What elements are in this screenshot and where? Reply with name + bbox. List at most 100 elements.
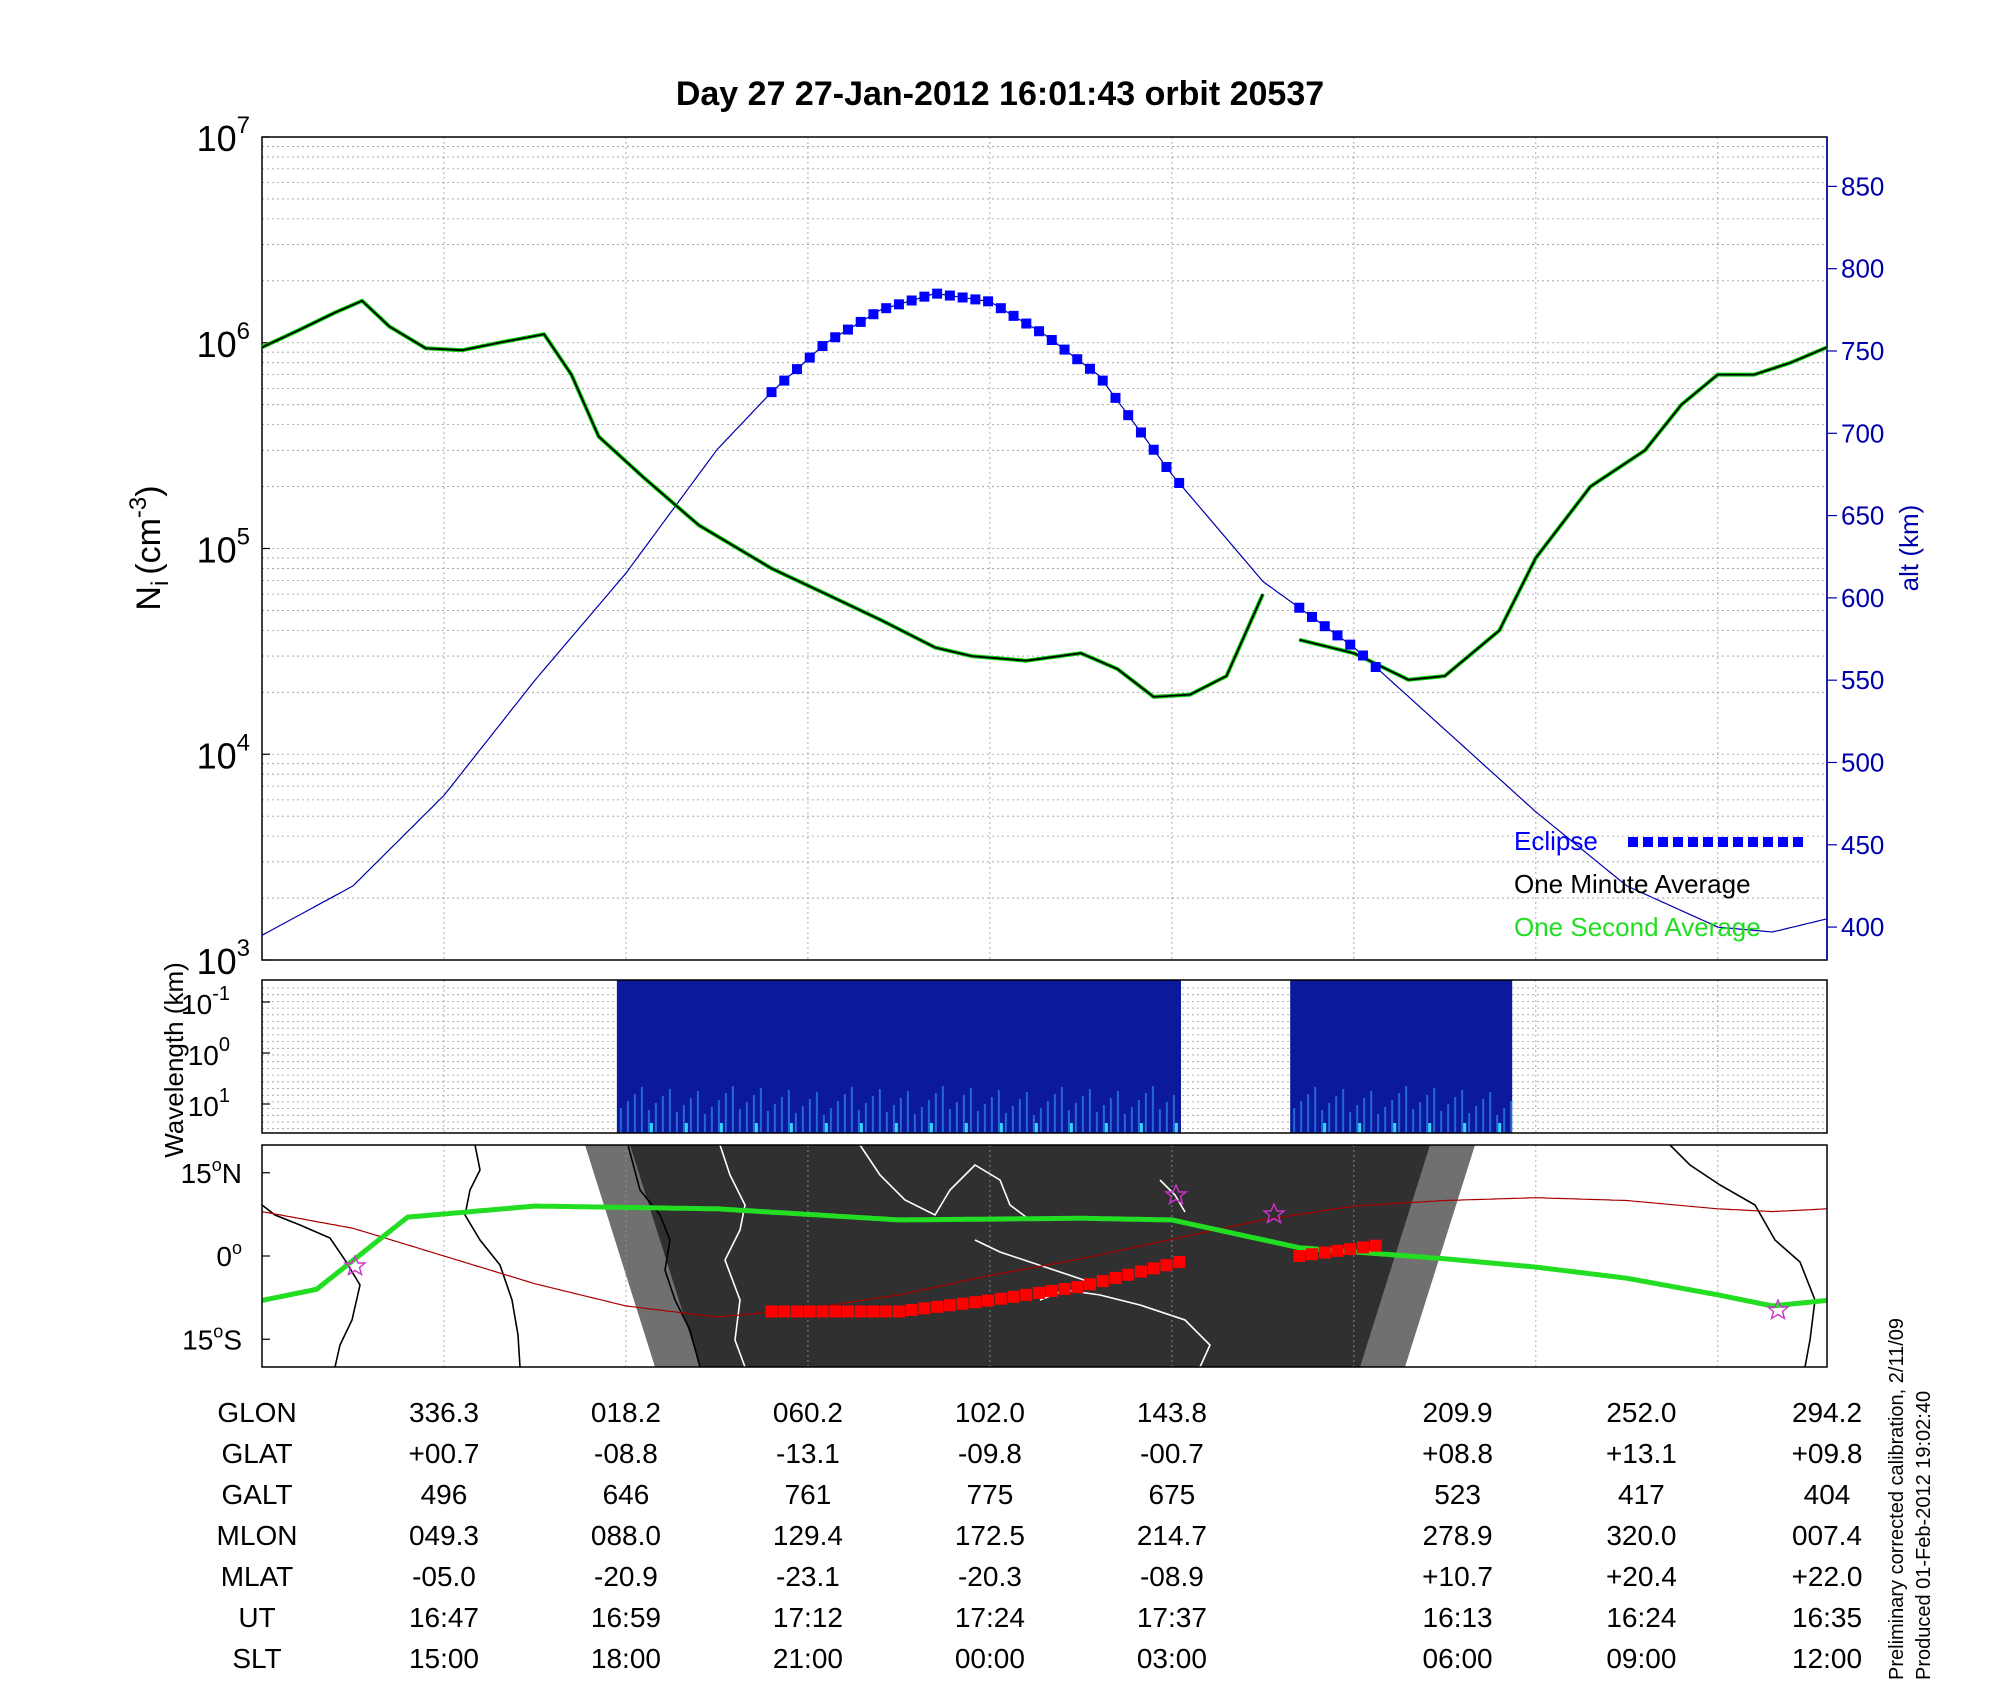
- spectrogram-streak: [843, 1094, 846, 1133]
- spectrogram-streak: [1060, 1087, 1063, 1133]
- eclipse-track-marker: [1306, 1248, 1319, 1261]
- chart-title: Day 27 27-Jan-2012 16:01:43 orbit 20537: [676, 75, 1324, 113]
- y-tick-base: 10: [188, 1091, 219, 1122]
- coastline-japan: [1159, 1179, 1186, 1213]
- table-cell: 18:00: [591, 1643, 661, 1674]
- spectrogram-streak: [913, 1114, 916, 1133]
- spectrogram-streak: [1349, 1112, 1352, 1133]
- eclipse-marker: [1110, 392, 1121, 403]
- table-cell: 336.3: [409, 1397, 479, 1428]
- spectrogram-streak: [1034, 1123, 1038, 1133]
- spectrogram-streak: [682, 1105, 685, 1133]
- y-tick-hemisphere: S: [223, 1324, 242, 1355]
- spectrogram-streak: [1433, 1088, 1436, 1133]
- legend-eclipse-marker: [1643, 837, 1653, 847]
- spectrogram-frame: [261, 979, 1828, 1134]
- table-cell: +13.1: [1606, 1438, 1677, 1469]
- eclipse-marker: [1034, 326, 1045, 337]
- y-tick-label: 104: [197, 729, 250, 776]
- altitude-ticks: 400 450 500 550 600 650 700 750 800 850: [1827, 171, 1884, 942]
- spectrogram-streak: [619, 1108, 622, 1133]
- table-cell: 088.0: [591, 1520, 661, 1551]
- one-second-average-line: [1298, 345, 1828, 682]
- y-tick-exp: 3: [237, 935, 250, 962]
- y-tick-exp: 7: [237, 112, 250, 139]
- altitude-tick-label: 750: [1841, 336, 1884, 366]
- spectrogram-streak: [1510, 1101, 1513, 1133]
- table-cell: 060.2: [773, 1397, 843, 1428]
- coastline-south-america: [464, 1145, 521, 1367]
- eclipse-track-marker: [956, 1297, 969, 1310]
- eclipse-track-marker: [1318, 1246, 1331, 1259]
- y-tick-degree: o: [232, 1238, 242, 1258]
- eclipse-marker: [1174, 477, 1185, 488]
- table-cell: -08.9: [1140, 1561, 1204, 1592]
- table-cell: 278.9: [1423, 1520, 1493, 1551]
- spectrogram-streak: [1342, 1089, 1345, 1133]
- spectrogram-streak: [1067, 1110, 1070, 1133]
- table-cell: +22.0: [1792, 1561, 1863, 1592]
- spectrogram-streak: [1032, 1115, 1035, 1133]
- eclipse-marker: [1370, 662, 1381, 673]
- spectrogram-streak: [1475, 1106, 1478, 1133]
- spectrogram-streak: [710, 1107, 713, 1133]
- density-y-label: Ni (cm-3): [125, 485, 174, 610]
- density-lines: [261, 298, 1828, 699]
- eclipse-marker: [766, 387, 777, 398]
- spectrogram-streak: [1323, 1123, 1327, 1133]
- table-cell: +20.4: [1606, 1561, 1677, 1592]
- spectrogram-streak: [864, 1103, 867, 1133]
- altitude-tick-label: 500: [1841, 747, 1884, 777]
- ground-track-line: [261, 1203, 1828, 1309]
- spectrogram-streak: [766, 1111, 769, 1133]
- eclipse-track-marker: [1160, 1259, 1173, 1272]
- eclipse-track-marker: [791, 1305, 804, 1318]
- table-cell: 523: [1434, 1479, 1481, 1510]
- y-tick-exp: 5: [237, 524, 250, 551]
- table-row-label: GALT: [221, 1479, 292, 1510]
- table-cell: -00.7: [1140, 1438, 1204, 1469]
- table-row-label: MLON: [217, 1520, 298, 1551]
- eclipse-track-marker: [969, 1296, 982, 1309]
- y-tick-label: 15oN: [181, 1155, 242, 1189]
- spectrogram-streak: [1489, 1092, 1492, 1133]
- spectrogram-streak: [1158, 1109, 1161, 1133]
- spectrogram-block: [1290, 980, 1513, 1133]
- spectrogram-streak: [1074, 1103, 1077, 1133]
- spectrogram-streak: [1081, 1096, 1084, 1133]
- spectrogram-streak: [1468, 1113, 1471, 1133]
- one-second-average-line: [261, 298, 1265, 699]
- table-cell: 143.8: [1137, 1397, 1207, 1428]
- eclipse-track-marker: [1173, 1256, 1186, 1269]
- spectrogram-streak: [789, 1123, 793, 1133]
- table-cell: +09.8: [1792, 1438, 1863, 1469]
- eclipse-track-marker: [1293, 1250, 1306, 1262]
- table-cell: 03:00: [1137, 1643, 1207, 1674]
- eclipse-marker: [779, 375, 790, 386]
- spectrogram-streak: [1025, 1092, 1028, 1133]
- eclipse-marker: [957, 292, 968, 303]
- spectrogram-streak: [675, 1112, 678, 1133]
- y-tick-base: 10: [197, 941, 237, 982]
- spectrogram-streak: [696, 1091, 699, 1133]
- y-tick-base: 10: [181, 989, 212, 1020]
- y-tick-value: 15: [182, 1324, 213, 1355]
- y-tick-hemisphere: N: [222, 1158, 242, 1189]
- table-row-label: UT: [238, 1602, 275, 1633]
- table-cell: 294.2: [1792, 1397, 1862, 1428]
- y-tick-value: 0: [216, 1241, 232, 1272]
- spectrogram-streak: [1447, 1104, 1450, 1133]
- eclipse-marker: [1021, 318, 1032, 329]
- eclipse-marker: [1008, 310, 1019, 321]
- star-icon: [1164, 1183, 1188, 1206]
- altitude-tick-label: 850: [1841, 171, 1884, 201]
- table-cell: 00:00: [955, 1643, 1025, 1674]
- eclipse-marker: [1319, 621, 1330, 632]
- spectrogram-streak: [878, 1089, 881, 1133]
- footnote-calibration: Preliminary corrected calibration, 2/11/…: [1886, 1318, 1908, 1680]
- spectrogram-streak: [906, 1091, 909, 1133]
- spectrogram-streak: [822, 1115, 825, 1133]
- spectrogram-streak: [1454, 1097, 1457, 1133]
- table-cell: 172.5: [955, 1520, 1025, 1551]
- eclipse-track-marker: [803, 1305, 816, 1318]
